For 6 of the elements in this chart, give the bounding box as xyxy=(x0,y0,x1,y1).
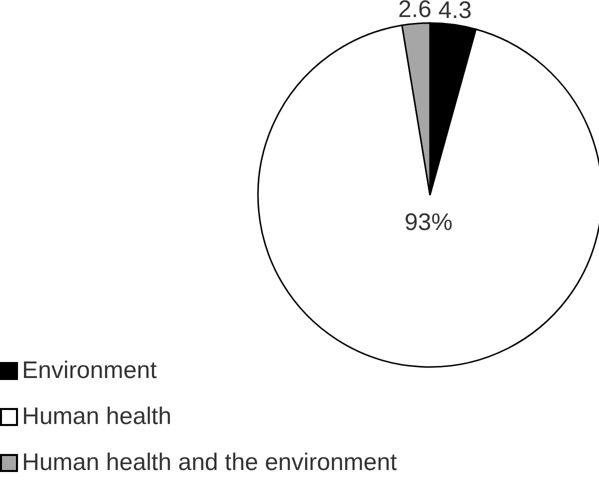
legend-label: Human health and the environment xyxy=(22,449,397,477)
legend-label: Environment xyxy=(22,357,157,385)
data-label: 93% xyxy=(404,208,453,236)
data-label: 4.3 xyxy=(438,0,472,24)
legend-label: Human health xyxy=(22,403,172,431)
data-label: 2.6 xyxy=(398,0,432,24)
